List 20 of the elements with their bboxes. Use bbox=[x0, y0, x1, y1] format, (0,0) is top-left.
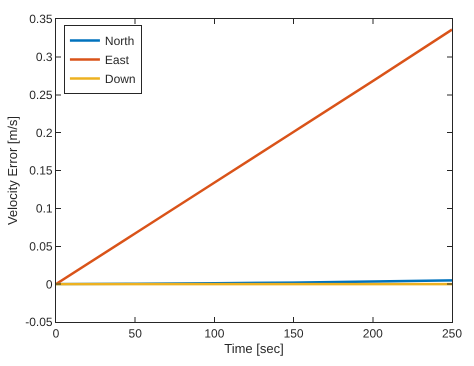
x-tick-label: 100 bbox=[204, 326, 225, 340]
y-tick-label: 0.1 bbox=[36, 202, 53, 216]
y-tick-label: 0.3 bbox=[36, 50, 53, 64]
line-series bbox=[56, 28, 452, 286]
y-tick-label: 0.15 bbox=[29, 164, 53, 178]
legend-label: North bbox=[104, 34, 134, 48]
legend-label: East bbox=[104, 53, 130, 68]
y-tick-label: 0.35 bbox=[29, 12, 53, 26]
x-tick-label: 200 bbox=[362, 326, 384, 340]
x-tick-label: 150 bbox=[284, 326, 304, 340]
y-tick-label: -0.05 bbox=[25, 315, 53, 330]
x-axis-title: Time [sec] bbox=[224, 341, 284, 356]
y-axis-title: Velocity Error [m/s] bbox=[5, 116, 20, 226]
y-tick-label: 0 bbox=[46, 277, 53, 292]
y-tick-label: 0.2 bbox=[36, 126, 53, 140]
y-tick-label: 0.25 bbox=[29, 88, 53, 102]
y-tick-label: 0.05 bbox=[29, 239, 53, 254]
x-tick-label: 250 bbox=[442, 326, 462, 340]
legend-label: Down bbox=[104, 72, 136, 86]
x-tick-label: 50 bbox=[128, 326, 142, 340]
